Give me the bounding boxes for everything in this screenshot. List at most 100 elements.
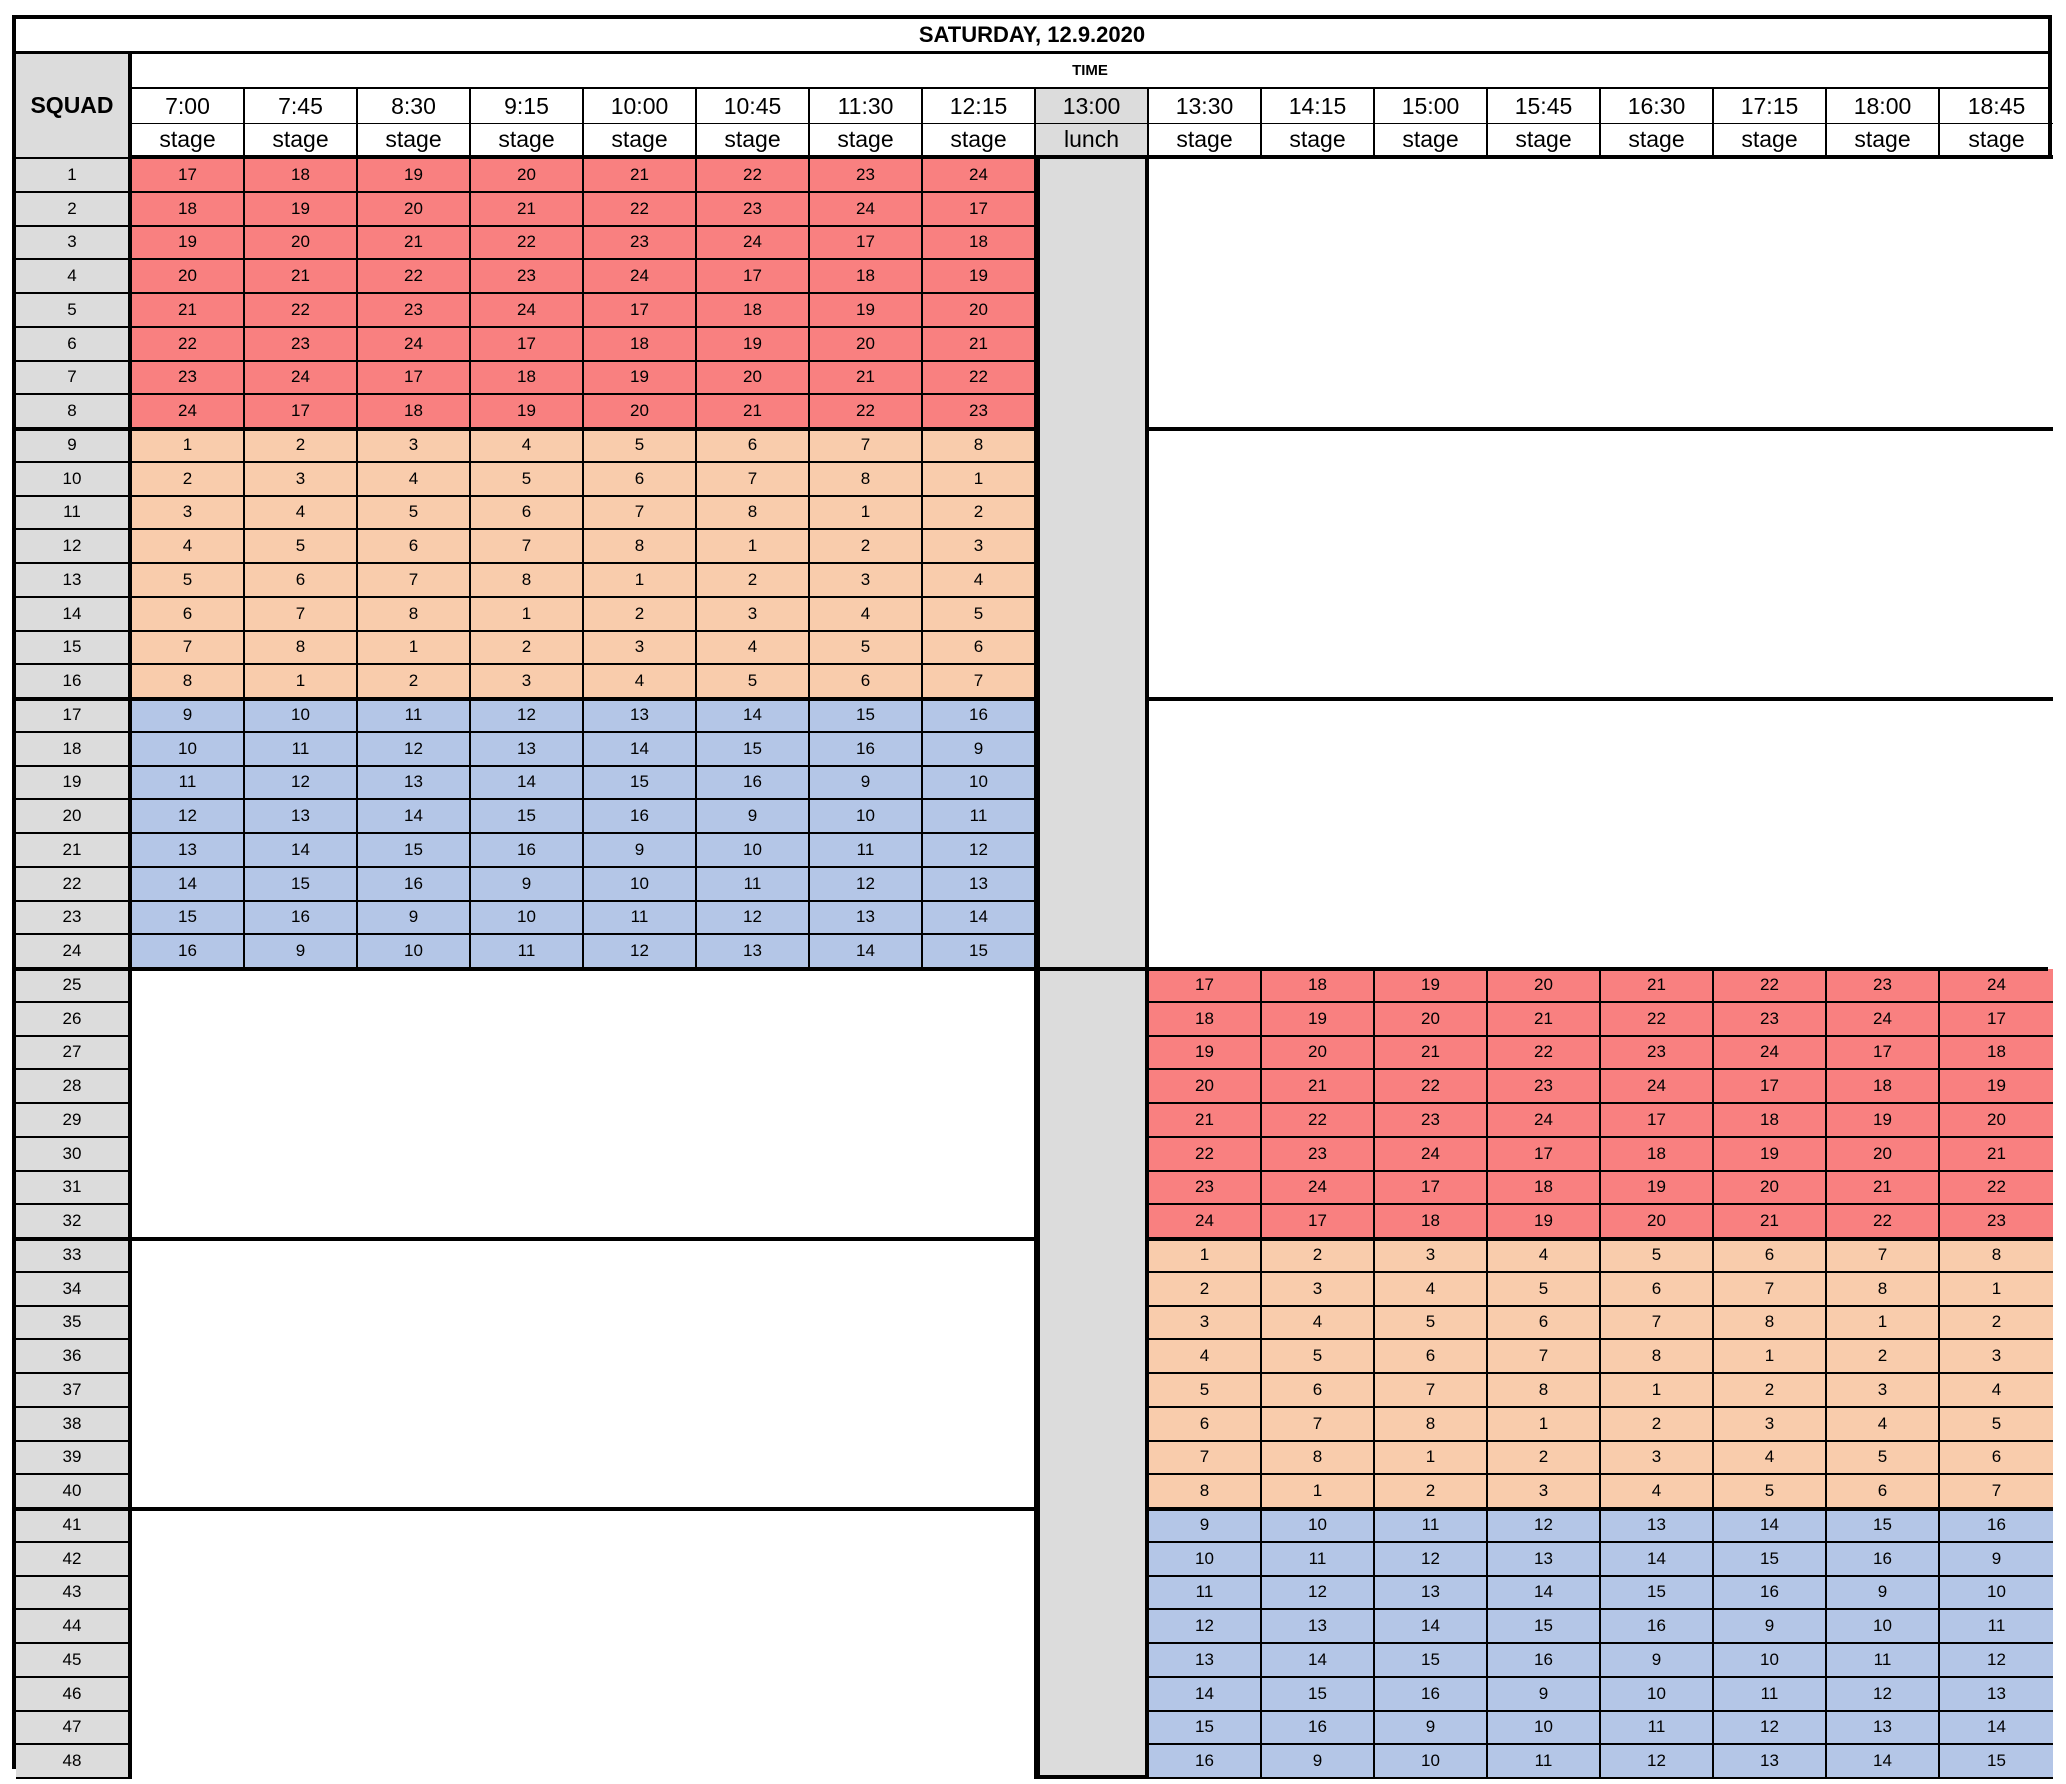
stage-cell: 20 <box>697 361 810 396</box>
stage-cell: 7 <box>923 665 1036 699</box>
stage-cell: 22 <box>1940 1171 2053 1206</box>
stage-cell: 2 <box>923 496 1036 531</box>
stage-cell: 4 <box>1375 1272 1488 1307</box>
stage-cell: 22 <box>358 260 471 294</box>
squad-number: 9 <box>16 429 132 463</box>
stage-cell: 1 <box>1940 1272 2053 1307</box>
stage-cell: 23 <box>1262 1137 1375 1172</box>
stage-cell: 7 <box>358 564 471 598</box>
slot-type-label: stage <box>1601 124 1714 159</box>
stage-cell: 16 <box>358 867 471 902</box>
stage-cell: 3 <box>584 631 697 666</box>
stage-cell: 7 <box>1375 1374 1488 1408</box>
squad-number: 23 <box>16 901 132 936</box>
stage-cell: 9 <box>132 699 245 733</box>
afternoon-empty-block <box>1149 159 2053 969</box>
squad-number: 28 <box>16 1070 132 1104</box>
stage-cell: 13 <box>697 935 810 969</box>
slot-type-label: stage <box>1940 124 2053 159</box>
stage-cell: 19 <box>1827 1104 1940 1138</box>
stage-cell: 9 <box>1375 1711 1488 1746</box>
stage-cell: 1 <box>1375 1441 1488 1476</box>
stage-cell: 2 <box>1940 1306 2053 1341</box>
stage-cell: 17 <box>1714 1070 1827 1104</box>
stage-cell: 22 <box>471 226 584 261</box>
slot-type-label: stage <box>1375 124 1488 159</box>
block-border <box>128 54 132 1779</box>
stage-cell: 9 <box>1488 1677 1601 1712</box>
stage-cell: 24 <box>132 395 245 429</box>
stage-cell: 4 <box>1601 1475 1714 1509</box>
stage-cell: 4 <box>358 462 471 497</box>
stage-cell: 6 <box>1940 1441 2053 1476</box>
stage-cell: 6 <box>1149 1407 1262 1442</box>
stage-cell: 12 <box>358 732 471 767</box>
stage-cell: 3 <box>1601 1441 1714 1476</box>
squad-number: 8 <box>16 395 132 429</box>
stage-cell: 1 <box>584 564 697 598</box>
stage-cell: 20 <box>584 395 697 429</box>
stage-cell: 18 <box>1940 1036 2053 1071</box>
stage-cell: 9 <box>810 766 923 801</box>
stage-cell: 8 <box>810 462 923 497</box>
stage-cell: 4 <box>923 564 1036 598</box>
squad-number: 38 <box>16 1407 132 1442</box>
stage-cell: 24 <box>697 226 810 261</box>
stage-cell: 5 <box>1149 1374 1262 1408</box>
stage-cell: 1 <box>132 429 245 463</box>
stage-cell: 6 <box>245 564 358 598</box>
stage-cell: 7 <box>1827 1239 1940 1273</box>
stage-cell: 11 <box>1262 1542 1375 1577</box>
stage-cell: 7 <box>1262 1407 1375 1442</box>
stage-cell: 14 <box>810 935 923 969</box>
stage-cell: 24 <box>1488 1104 1601 1138</box>
squad-number: 5 <box>16 294 132 328</box>
stage-cell: 21 <box>923 327 1036 362</box>
squad-number: 12 <box>16 530 132 564</box>
stage-cell: 4 <box>1488 1239 1601 1273</box>
stage-cell: 18 <box>245 159 358 193</box>
slot-type-label: stage <box>1262 124 1375 159</box>
stage-cell: 7 <box>1149 1441 1262 1476</box>
stage-cell: 16 <box>471 834 584 868</box>
stage-cell: 17 <box>584 294 697 328</box>
stage-cell: 5 <box>358 496 471 531</box>
stage-cell: 16 <box>1601 1610 1714 1644</box>
stage-cell: 17 <box>132 159 245 193</box>
stage-cell: 11 <box>1375 1509 1488 1543</box>
stage-cell: 15 <box>358 834 471 868</box>
stage-cell: 4 <box>132 530 245 564</box>
group-separator <box>1149 1507 2053 1511</box>
stage-cell: 3 <box>358 429 471 463</box>
stage-cell: 15 <box>1375 1644 1488 1678</box>
stage-cell: 6 <box>1827 1475 1940 1509</box>
stage-cell: 21 <box>245 260 358 294</box>
stage-cell: 2 <box>584 597 697 632</box>
stage-cell: 12 <box>471 699 584 733</box>
squad-number: 43 <box>16 1576 132 1611</box>
stage-cell: 14 <box>923 901 1036 936</box>
stage-cell: 9 <box>1714 1610 1827 1644</box>
squad-number: 44 <box>16 1610 132 1644</box>
stage-cell: 14 <box>132 867 245 902</box>
stage-cell: 10 <box>1714 1644 1827 1678</box>
stage-cell: 16 <box>245 901 358 936</box>
stage-cell: 12 <box>132 800 245 834</box>
stage-cell: 6 <box>132 597 245 632</box>
time-slot-7-00: 7:00 <box>132 89 245 124</box>
squad-number: 41 <box>16 1509 132 1543</box>
slot-type-label: stage <box>1149 124 1262 159</box>
stage-cell: 11 <box>697 867 810 902</box>
stage-cell: 9 <box>245 935 358 969</box>
stage-cell: 8 <box>1940 1239 2053 1273</box>
stage-cell: 10 <box>245 699 358 733</box>
stage-cell: 2 <box>1262 1239 1375 1273</box>
stage-cell: 11 <box>1149 1576 1262 1611</box>
stage-cell: 1 <box>1149 1239 1262 1273</box>
squad-number: 15 <box>16 631 132 666</box>
stage-cell: 1 <box>245 665 358 699</box>
stage-cell: 15 <box>1149 1711 1262 1746</box>
stage-cell: 19 <box>471 395 584 429</box>
stage-cell: 10 <box>1149 1542 1262 1577</box>
stage-cell: 4 <box>584 665 697 699</box>
